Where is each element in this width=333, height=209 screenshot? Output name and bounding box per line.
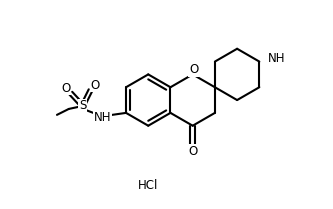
Text: HCl: HCl — [138, 179, 159, 192]
Text: O: O — [91, 79, 100, 92]
Text: NH: NH — [268, 52, 286, 65]
Text: O: O — [61, 82, 71, 95]
Text: O: O — [189, 63, 198, 76]
Text: O: O — [188, 145, 197, 158]
Text: NH: NH — [94, 111, 111, 124]
Text: S: S — [79, 99, 86, 112]
